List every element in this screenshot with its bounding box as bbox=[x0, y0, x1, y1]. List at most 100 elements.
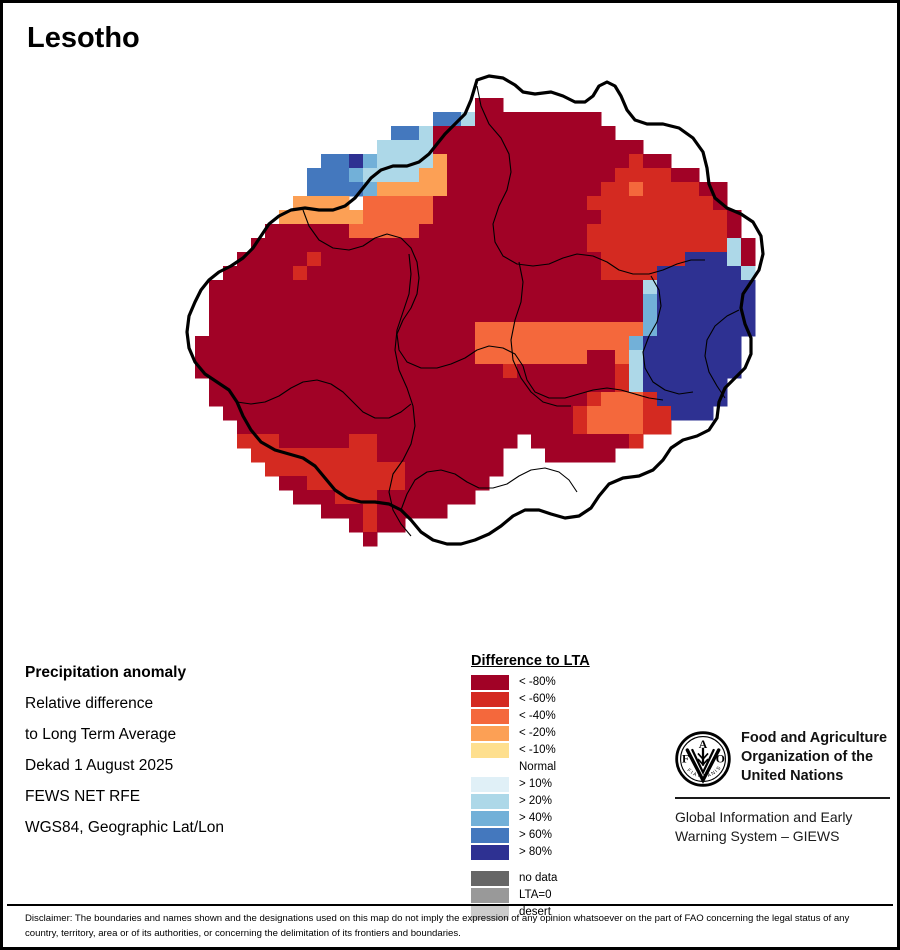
raster-cell bbox=[573, 392, 588, 407]
raster-cell bbox=[405, 378, 420, 393]
legend-row-class-1[interactable]: < -60% bbox=[471, 691, 641, 708]
raster-cell bbox=[475, 434, 490, 449]
raster-cell bbox=[335, 434, 350, 449]
legend-row-class-4[interactable]: < -10% bbox=[471, 742, 641, 759]
raster-cell bbox=[419, 322, 434, 337]
raster-cell bbox=[433, 308, 448, 323]
raster-cell bbox=[559, 308, 574, 323]
raster-cell bbox=[447, 434, 462, 449]
raster-cell bbox=[405, 504, 420, 519]
raster-cell bbox=[559, 322, 574, 337]
raster-cell bbox=[363, 280, 378, 295]
raster-cell bbox=[643, 154, 658, 169]
raster-cell bbox=[293, 392, 308, 407]
raster-cell bbox=[461, 476, 476, 491]
raster-cell bbox=[223, 406, 238, 421]
raster-cell bbox=[475, 196, 490, 211]
raster-cell bbox=[489, 420, 504, 435]
raster-cell bbox=[321, 392, 336, 407]
raster-cell bbox=[293, 308, 308, 323]
raster-cell bbox=[293, 406, 308, 421]
raster-cell bbox=[447, 294, 462, 309]
raster-cell bbox=[587, 294, 602, 309]
raster-cell bbox=[195, 336, 210, 351]
raster-cell bbox=[419, 196, 434, 211]
legend-row-class-3[interactable]: < -20% bbox=[471, 725, 641, 742]
legend-swatch-class-6 bbox=[471, 777, 509, 792]
raster-cell bbox=[713, 336, 728, 351]
raster-cell bbox=[405, 490, 420, 505]
raster-cell bbox=[349, 434, 364, 449]
raster-cell bbox=[475, 350, 490, 365]
legend-row-class-10[interactable]: > 80% bbox=[471, 844, 641, 861]
raster-cell bbox=[671, 308, 686, 323]
raster-cell bbox=[643, 280, 658, 295]
raster-cell bbox=[223, 322, 238, 337]
raster-cell bbox=[503, 392, 518, 407]
legend-row-class-9[interactable]: > 60% bbox=[471, 827, 641, 844]
raster-cell bbox=[279, 420, 294, 435]
raster-cell bbox=[265, 252, 280, 267]
raster-cell bbox=[461, 168, 476, 183]
raster-cell bbox=[629, 252, 644, 267]
raster-cell bbox=[573, 308, 588, 323]
raster-cell bbox=[629, 280, 644, 295]
raster-cell bbox=[601, 168, 616, 183]
lesotho-choropleth-map[interactable] bbox=[3, 58, 897, 638]
raster-cell bbox=[489, 224, 504, 239]
raster-cell bbox=[559, 238, 574, 253]
raster-cell bbox=[335, 266, 350, 281]
page-title: Lesotho bbox=[27, 22, 140, 54]
raster-cell bbox=[545, 168, 560, 183]
raster-cell bbox=[517, 308, 532, 323]
raster-cell bbox=[321, 350, 336, 365]
raster-cell bbox=[209, 378, 224, 393]
raster-cell bbox=[419, 406, 434, 421]
raster-cell bbox=[601, 266, 616, 281]
raster-cell bbox=[685, 378, 700, 393]
legend-row-class-8[interactable]: > 40% bbox=[471, 810, 641, 827]
raster-cell bbox=[335, 210, 350, 225]
raster-cell bbox=[685, 350, 700, 365]
raster-cell bbox=[321, 266, 336, 281]
raster-cell bbox=[671, 364, 686, 379]
raster-cell bbox=[321, 252, 336, 267]
raster-cell bbox=[279, 280, 294, 295]
raster-cell bbox=[573, 112, 588, 127]
raster-cell bbox=[293, 490, 308, 505]
raster-cell bbox=[587, 140, 602, 155]
raster-cell bbox=[531, 280, 546, 295]
legend-row-status-2[interactable]: desert bbox=[471, 904, 641, 921]
raster-cell bbox=[377, 434, 392, 449]
raster-cell bbox=[265, 378, 280, 393]
raster-cell bbox=[349, 336, 364, 351]
legend-row-class-0[interactable]: < -80% bbox=[471, 674, 641, 691]
raster-cell bbox=[699, 266, 714, 281]
raster-cell bbox=[461, 420, 476, 435]
raster-cell bbox=[531, 154, 546, 169]
raster-cell bbox=[195, 350, 210, 365]
legend-row-class-7[interactable]: > 20% bbox=[471, 793, 641, 810]
raster-cell bbox=[307, 308, 322, 323]
raster-cell bbox=[671, 252, 686, 267]
fao-logo-icon: A F O FIAT PANIS bbox=[675, 731, 731, 787]
caption-line-0: Precipitation anomaly bbox=[25, 664, 187, 681]
raster-cell bbox=[251, 378, 266, 393]
raster-cell bbox=[587, 238, 602, 253]
legend-row-class-6[interactable]: > 10% bbox=[471, 776, 641, 793]
map-canvas[interactable] bbox=[3, 58, 897, 638]
legend-swatch-class-7 bbox=[471, 794, 509, 809]
legend-swatch-class-9 bbox=[471, 828, 509, 843]
raster-cell bbox=[405, 350, 420, 365]
raster-cell bbox=[307, 196, 322, 211]
raster-cell bbox=[615, 224, 630, 239]
legend-row-class-2[interactable]: < -40% bbox=[471, 708, 641, 725]
legend-row-class-5[interactable]: Normal bbox=[471, 759, 641, 776]
legend-row-status-1[interactable]: LTA=0 bbox=[471, 887, 641, 904]
raster-cell bbox=[433, 112, 448, 127]
raster-cell bbox=[419, 308, 434, 323]
raster-cell bbox=[489, 392, 504, 407]
raster-cell bbox=[503, 224, 518, 239]
legend-swatch-class-1 bbox=[471, 692, 509, 707]
legend-row-status-0[interactable]: no data bbox=[471, 870, 641, 887]
